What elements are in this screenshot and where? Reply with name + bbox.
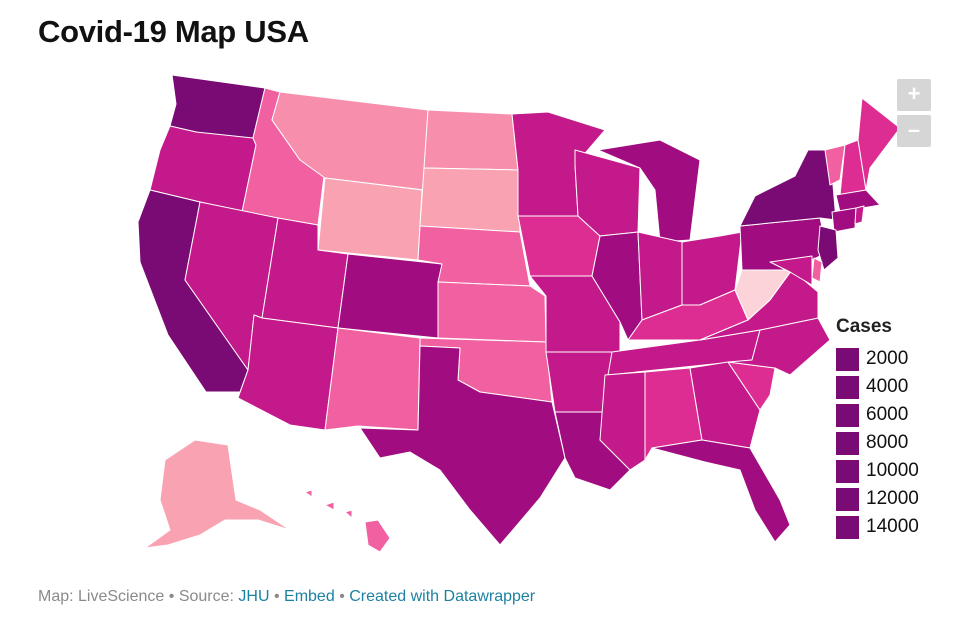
zoom-in-button[interactable]: +: [897, 79, 931, 111]
legend-label: 6000: [866, 404, 909, 425]
state-WA[interactable]: [169, 74, 266, 139]
footer-separator: •: [168, 588, 175, 605]
state-DE[interactable]: [811, 257, 823, 283]
legend-item: 2000: [836, 345, 919, 373]
embed-link[interactable]: Embed: [284, 588, 335, 605]
legend-title: Cases: [836, 316, 892, 337]
state-NJ[interactable]: [817, 225, 839, 271]
state-KS[interactable]: [437, 281, 547, 343]
state-AR[interactable]: [545, 351, 613, 413]
state-HI[interactable]: [304, 489, 391, 553]
legend-label: 2000: [866, 348, 909, 369]
state-MD[interactable]: [769, 255, 813, 286]
state-GA[interactable]: [689, 361, 761, 449]
legend-item: 6000: [836, 401, 919, 429]
legend-label: 4000: [866, 376, 909, 397]
state-NY[interactable]: [739, 149, 837, 227]
state-CT[interactable]: [831, 207, 857, 233]
state-AK[interactable]: [144, 439, 291, 549]
state-FL[interactable]: [651, 439, 791, 543]
legend-swatch: [836, 487, 859, 511]
state-MA[interactable]: [835, 189, 881, 213]
state-VT[interactable]: [824, 144, 846, 186]
legend-label: 14000: [866, 516, 919, 537]
datawrapper-link[interactable]: Created with Datawrapper: [349, 588, 536, 605]
legend-swatch: [836, 347, 859, 371]
footer: Map: LiveScience • Source: JHU • Embed •…: [38, 588, 535, 606]
legend-swatch: [836, 459, 859, 483]
source-label: Source:: [178, 588, 234, 605]
legend-item: 12000: [836, 485, 919, 513]
legend-swatch: [836, 403, 859, 427]
legend-item: 14000: [836, 513, 919, 541]
state-AZ[interactable]: [237, 314, 339, 431]
legend-item: 8000: [836, 429, 919, 457]
legend-label: 12000: [866, 488, 919, 509]
source-link[interactable]: JHU: [238, 588, 270, 605]
state-NM[interactable]: [324, 327, 421, 431]
legend-items: 2000 4000 6000 8000 10000 12000 14000: [836, 345, 919, 541]
legend-swatch: [836, 515, 859, 539]
state-RI[interactable]: [854, 205, 865, 225]
legend-label: 10000: [866, 460, 919, 481]
footer-separator: •: [273, 588, 280, 605]
map-credit: Map: LiveScience: [38, 588, 165, 605]
legend-swatch: [836, 431, 859, 455]
legend: Cases 2000 4000 6000 8000 10000 12000 14000: [836, 316, 919, 541]
map-title: Covid-19 Map USA: [38, 14, 309, 49]
state-MS[interactable]: [599, 371, 646, 471]
legend-item: 4000: [836, 373, 919, 401]
state-SD[interactable]: [419, 167, 521, 233]
state-ME[interactable]: [857, 97, 901, 191]
legend-swatch: [836, 375, 859, 399]
zoom-out-button[interactable]: –: [897, 115, 931, 147]
state-TX[interactable]: [359, 345, 566, 546]
state-CO[interactable]: [337, 253, 443, 339]
state-IN[interactable]: [637, 231, 683, 321]
state-WY[interactable]: [317, 177, 423, 261]
legend-label: 8000: [866, 432, 909, 453]
footer-separator: •: [339, 588, 345, 605]
legend-item: 10000: [836, 457, 919, 485]
state-ND[interactable]: [423, 109, 519, 171]
